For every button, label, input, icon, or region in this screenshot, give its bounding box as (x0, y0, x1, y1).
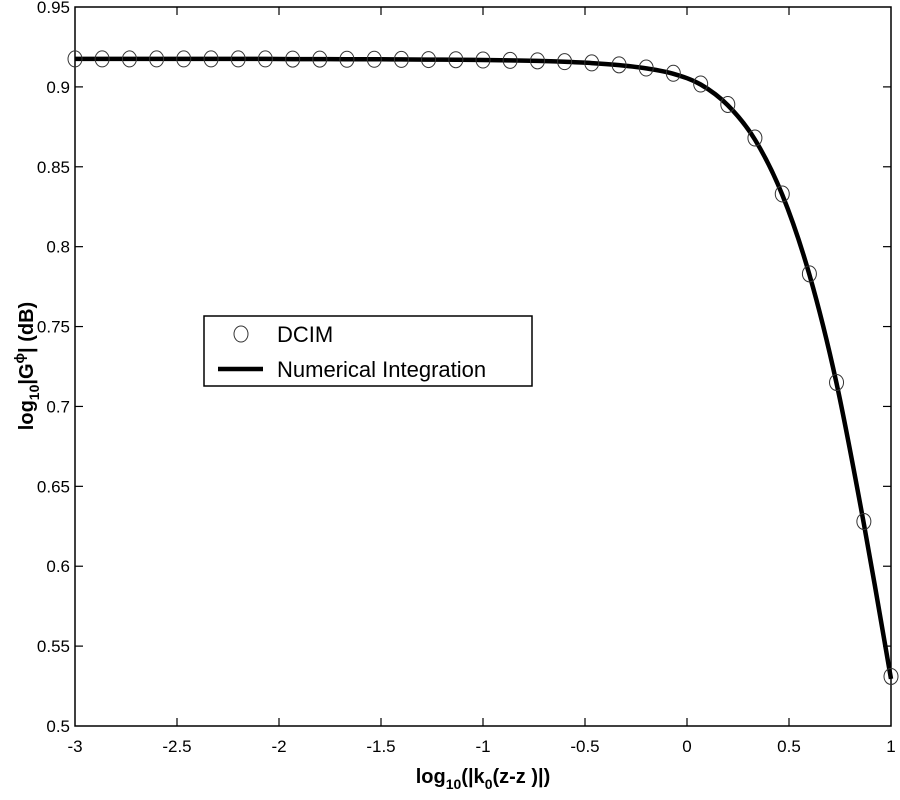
dcim-marker (312, 50, 328, 68)
dcim-marker (285, 50, 301, 68)
dcim-marker (856, 512, 872, 530)
y-axis-label: log10|Gϕ| (dB) (11, 302, 42, 430)
x-axis-ticks: -3 -2.5 -2 -1.5 -1 -0.5 0 0.5 1 (67, 7, 896, 756)
x-tick-label: -2 (271, 737, 286, 756)
y-tick-label: 0.75 (37, 318, 70, 337)
x-tick-label: -0.5 (570, 737, 599, 756)
x-tick-label: -1.5 (366, 737, 395, 756)
y-axis-ticks: 0.5 0.55 0.6 0.65 0.7 0.75 0.8 0.85 0.9 0.95 (37, 0, 891, 736)
legend-dcim-label: DCIM (277, 322, 333, 347)
dcim-marker (801, 265, 817, 283)
dcim-marker (557, 53, 573, 71)
x-tick-label: -1 (475, 737, 490, 756)
dcim-marker (176, 50, 192, 68)
y-tick-label: 0.9 (46, 78, 70, 97)
dcim-marker (502, 51, 518, 69)
y-tick-label: 0.5 (46, 717, 70, 736)
y-tick-label: 0.6 (46, 557, 70, 576)
dcim-marker (883, 667, 899, 685)
dcim-marker (774, 185, 790, 203)
dcim-marker (529, 52, 545, 70)
dcim-marker (366, 50, 382, 68)
y-tick-label: 0.65 (37, 477, 70, 496)
dcim-marker (121, 50, 137, 68)
dcim-marker (665, 64, 681, 82)
dcim-marker (693, 75, 709, 93)
x-tick-label: 1 (886, 737, 895, 756)
dcim-marker (257, 50, 273, 68)
dcim-marker (720, 95, 736, 113)
legend-box (203, 315, 533, 387)
dcim-marker (339, 50, 355, 68)
dcim-marker (421, 51, 437, 69)
dcim-marker (149, 50, 165, 68)
y-tick-label: 0.8 (46, 238, 70, 257)
legend: DCIM Numerical Integration (203, 315, 533, 387)
x-tick-label: -3 (67, 737, 82, 756)
x-tick-label: 0 (682, 737, 691, 756)
dcim-marker (475, 51, 491, 69)
dcim-marker (611, 56, 627, 74)
legend-dcim-marker-icon (233, 325, 249, 343)
x-tick-label: 0.5 (777, 737, 801, 756)
dcim-marker (203, 50, 219, 68)
dcim-marker (829, 373, 845, 391)
y-tick-label: 0.7 (46, 397, 70, 416)
dcim-marker (393, 50, 409, 68)
dcim-marker (638, 59, 654, 77)
dcim-marker (448, 51, 464, 69)
legend-numerical-integration-label: Numerical Integration (277, 357, 486, 382)
y-tick-label: 0.55 (37, 637, 70, 656)
dcim-marker (584, 54, 600, 72)
dcim-markers (67, 50, 899, 685)
y-tick-label: 0.95 (37, 0, 70, 17)
dcim-marker (94, 50, 110, 68)
dcim-marker (230, 50, 246, 68)
y-tick-label: 0.85 (37, 158, 70, 177)
dcim-marker (747, 129, 763, 147)
x-axis-label: log10(|k0(z-z )|) (416, 766, 551, 792)
x-tick-label: -2.5 (162, 737, 191, 756)
dcim-marker (67, 50, 83, 68)
